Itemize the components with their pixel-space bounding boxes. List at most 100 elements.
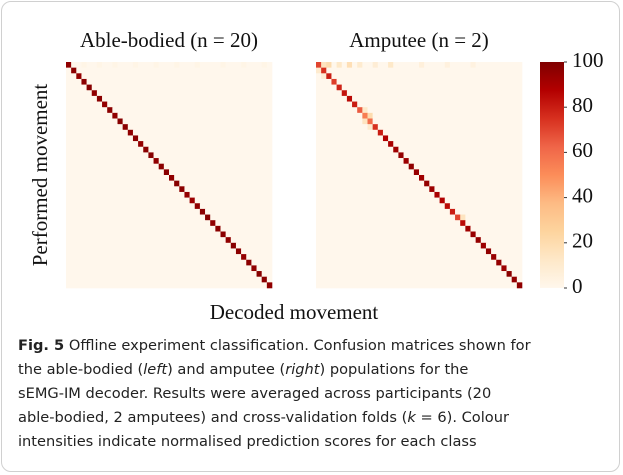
heatmap-cell xyxy=(496,67,502,74)
heatmap-cell xyxy=(96,197,103,204)
heatmap-cell xyxy=(76,197,82,204)
heatmap-cell xyxy=(96,208,103,215)
heatmap-cell xyxy=(506,237,512,244)
heatmap-cell xyxy=(189,107,196,114)
heatmap-cell xyxy=(419,208,425,215)
heatmap-cell xyxy=(66,129,72,136)
heatmap-cell xyxy=(460,84,466,91)
heatmap-cell xyxy=(388,163,394,170)
heatmap-cell xyxy=(424,141,430,148)
heatmap-cell xyxy=(501,175,507,181)
heatmap-cell xyxy=(117,101,123,108)
heatmap-cell xyxy=(419,73,425,80)
heatmap-cell xyxy=(408,203,415,210)
heatmap-cell xyxy=(158,248,165,255)
heatmap-cell xyxy=(163,118,170,125)
heatmap-cell xyxy=(184,225,190,232)
heatmap-cell xyxy=(388,158,394,164)
heatmap-cell xyxy=(516,180,523,187)
heatmap-cell xyxy=(266,84,273,91)
heatmap-cell xyxy=(465,135,471,142)
heatmap-cell xyxy=(511,248,518,255)
heatmap-cell xyxy=(148,259,154,266)
heatmap-cell xyxy=(439,95,446,102)
heatmap-cell xyxy=(96,146,103,153)
heatmap-cell xyxy=(138,62,144,68)
heatmap-cell xyxy=(393,67,399,74)
heatmap-cell xyxy=(194,242,201,249)
heatmap-cell xyxy=(96,276,103,283)
heatmap-cell xyxy=(102,141,108,148)
heatmap-cell xyxy=(470,90,476,97)
heatmap-cell xyxy=(475,101,482,108)
heatmap-cell xyxy=(434,163,440,170)
heatmap-cell xyxy=(143,129,149,136)
heatmap-cell xyxy=(429,169,435,176)
heatmap-cell xyxy=(76,231,82,238)
heatmap-cell xyxy=(174,214,180,221)
heatmap-cell xyxy=(460,254,466,261)
heatmap-cell xyxy=(326,169,332,176)
heatmap-cell xyxy=(189,78,196,85)
heatmap-cell xyxy=(210,84,216,91)
heatmap-cell xyxy=(179,276,185,283)
heatmap-cell xyxy=(86,129,93,136)
heatmap-cell xyxy=(261,124,268,131)
heatmap-cell xyxy=(251,158,257,164)
heatmap-cell xyxy=(341,112,348,119)
heatmap-cell xyxy=(398,135,404,142)
heatmap-cell xyxy=(455,141,461,148)
heatmap-cell xyxy=(241,112,247,119)
heatmap-cell xyxy=(261,112,268,119)
heatmap-cell xyxy=(352,112,358,119)
heatmap-cell xyxy=(184,265,190,272)
heatmap-cell xyxy=(96,118,103,125)
heatmap-cell xyxy=(491,90,497,97)
heatmap-cell xyxy=(179,197,185,204)
heatmap-cell xyxy=(215,259,221,266)
heatmap-cell xyxy=(210,225,216,232)
heatmap-cell xyxy=(485,152,492,159)
heatmap-cell xyxy=(241,90,247,97)
heatmap-cell xyxy=(346,186,353,193)
heatmap-cell xyxy=(516,237,523,244)
heatmap-cell xyxy=(117,158,123,164)
heatmap-cell xyxy=(382,146,389,153)
heatmap-cell xyxy=(205,175,211,181)
heatmap-cell xyxy=(398,197,404,204)
heatmap-cell xyxy=(241,62,247,68)
heatmap-cell xyxy=(501,152,507,159)
heatmap-cell xyxy=(86,78,93,85)
heatmap-cell xyxy=(321,276,327,283)
heatmap-cell xyxy=(117,152,123,159)
heatmap-cell xyxy=(266,180,273,187)
heatmap-cell xyxy=(491,265,497,272)
heatmap-cell xyxy=(388,265,394,272)
heatmap-cell xyxy=(91,208,98,215)
heatmap-cell xyxy=(470,146,476,153)
heatmap-cell xyxy=(143,67,149,74)
heatmap-cell xyxy=(256,118,262,125)
heatmap-cell xyxy=(367,237,373,244)
heatmap-cell xyxy=(184,141,190,148)
heatmap-cell xyxy=(321,112,327,119)
heatmap-cell xyxy=(485,175,492,181)
heatmap-cell xyxy=(158,259,165,266)
heatmap-cell xyxy=(475,62,482,68)
heatmap-cell xyxy=(357,141,363,148)
heatmap-cell xyxy=(439,118,446,125)
heatmap-cell xyxy=(261,186,268,193)
heatmap-cell xyxy=(148,271,154,277)
heatmap-cell xyxy=(86,62,93,68)
heatmap-cell xyxy=(485,84,492,91)
heatmap-cell xyxy=(86,180,93,187)
heatmap-cell xyxy=(91,271,98,277)
heatmap-cell xyxy=(117,135,123,142)
heatmap-cell xyxy=(107,214,113,221)
heatmap-cell xyxy=(194,158,201,164)
heatmap-cell xyxy=(501,78,507,85)
heatmap-cell xyxy=(321,214,327,221)
heatmap-cell xyxy=(419,231,425,238)
heatmap-cell xyxy=(424,146,430,153)
heatmap-cell xyxy=(71,175,77,181)
